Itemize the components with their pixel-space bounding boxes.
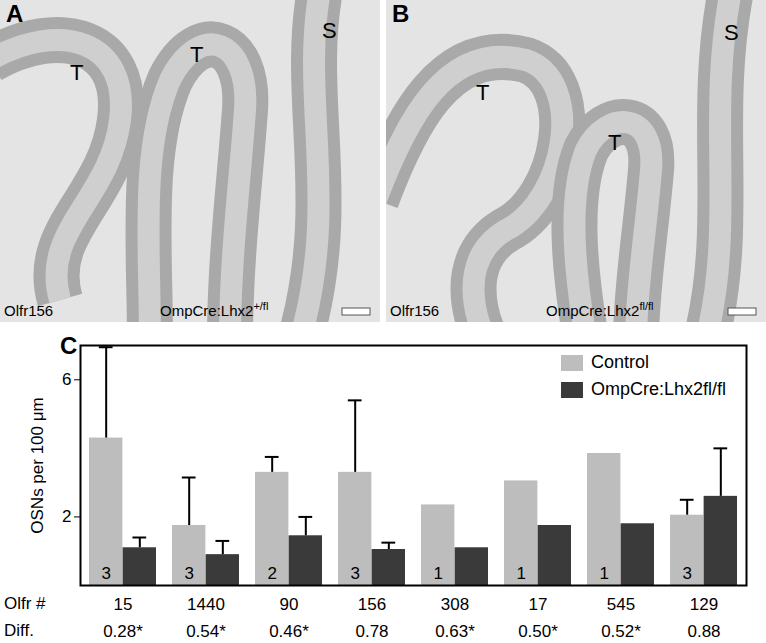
- svg-text:2: 2: [267, 564, 276, 583]
- html-text:C: C: [60, 332, 78, 359]
- svg-text:0.50*: 0.50*: [518, 622, 558, 641]
- svg-text:2: 2: [62, 507, 71, 526]
- svg-text:T: T: [608, 130, 621, 155]
- svg-text:1: 1: [433, 564, 442, 583]
- svg-text:OmpCre:Lhx2fl/fl: OmpCre:Lhx2fl/fl: [546, 300, 653, 319]
- svg-text:3: 3: [350, 564, 359, 583]
- svg-text:T: T: [70, 60, 83, 85]
- svg-text:3: 3: [101, 564, 110, 583]
- html-text:OmpCre:Lhx2fl/fl: OmpCre:Lhx2fl/fl: [591, 379, 726, 399]
- svg-text:Olfr156: Olfr156: [390, 302, 439, 319]
- svg-text:3: 3: [682, 564, 691, 583]
- svg-text:S: S: [322, 18, 337, 43]
- svg-text:3: 3: [184, 564, 193, 583]
- svg-text:S: S: [724, 20, 739, 45]
- svg-text:T: T: [476, 80, 489, 105]
- svg-text:OSNs per 100 μm: OSNs per 100 μm: [28, 397, 47, 533]
- svg-text:0.63*: 0.63*: [435, 622, 475, 641]
- svg-text:Olfr156: Olfr156: [4, 302, 53, 319]
- svg-text:1440: 1440: [187, 595, 225, 614]
- html-text:Control: Control: [591, 352, 649, 372]
- svg-text:129: 129: [690, 595, 718, 614]
- svg-text:A: A: [6, 0, 23, 27]
- svg-text:6: 6: [62, 370, 71, 389]
- svg-text:0.52*: 0.52*: [601, 622, 641, 641]
- svg-text:17: 17: [529, 595, 548, 614]
- svg-text:T: T: [190, 42, 203, 67]
- svg-text:0.46*: 0.46*: [269, 622, 309, 641]
- svg-text:0.78: 0.78: [355, 622, 388, 641]
- svg-text:B: B: [392, 0, 409, 27]
- svg-text:0.28*: 0.28*: [103, 622, 143, 641]
- svg-text:15: 15: [114, 595, 133, 614]
- html-text:Diff.: Diff.: [4, 621, 34, 640]
- html-text:Olfr #: Olfr #: [4, 594, 46, 613]
- svg-text:545: 545: [607, 595, 635, 614]
- svg-text:90: 90: [280, 595, 299, 614]
- svg-text:0.54*: 0.54*: [186, 622, 226, 641]
- svg-text:OmpCre:Lhx2+/fl: OmpCre:Lhx2+/fl: [160, 300, 268, 319]
- svg-text:1: 1: [599, 564, 608, 583]
- svg-text:308: 308: [441, 595, 469, 614]
- svg-text:0.88: 0.88: [687, 622, 720, 641]
- svg-text:156: 156: [358, 595, 386, 614]
- svg-text:1: 1: [516, 564, 525, 583]
